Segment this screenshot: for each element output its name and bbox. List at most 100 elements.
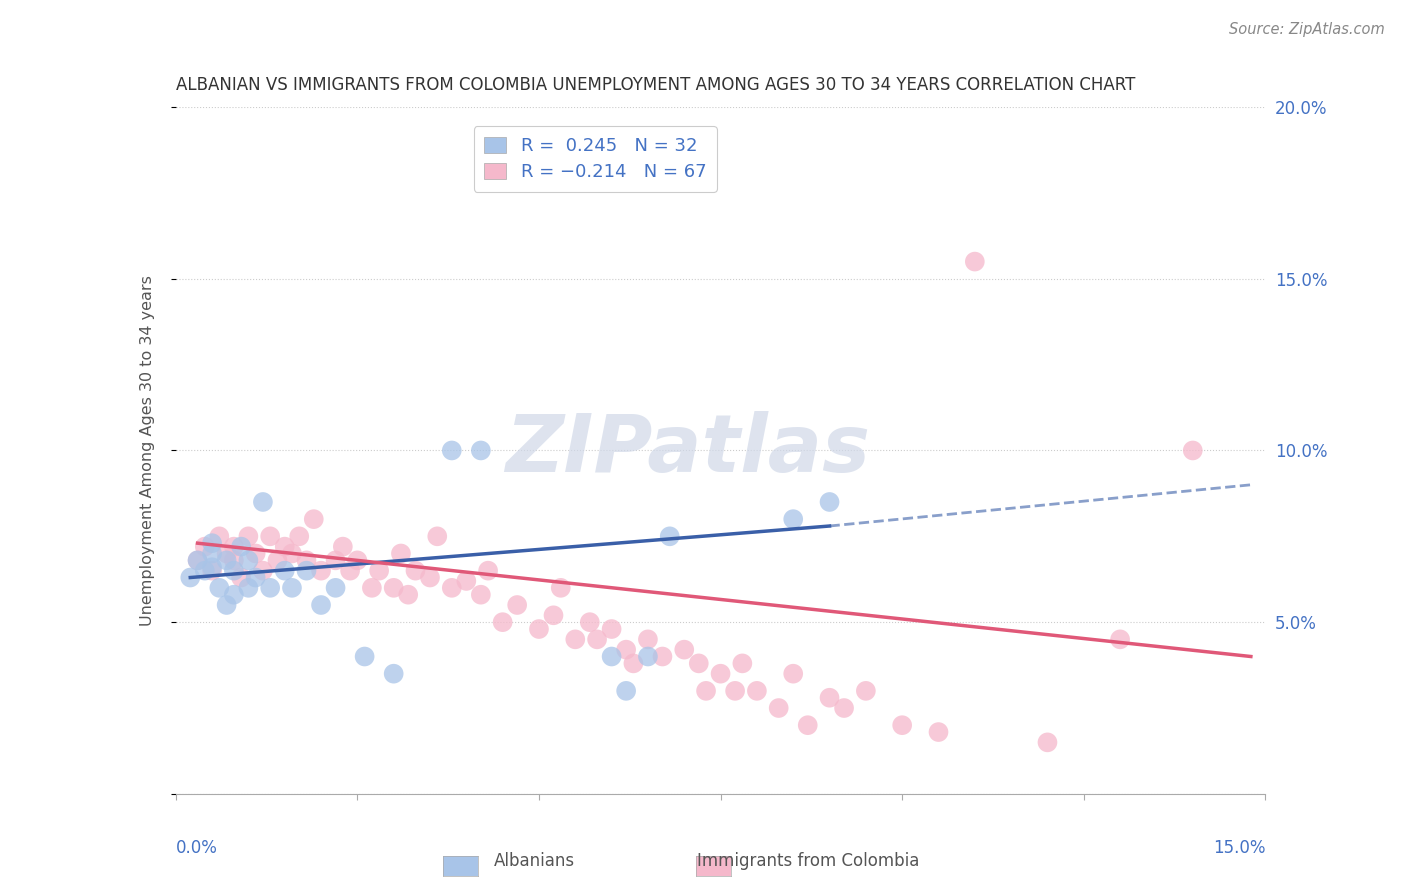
Point [179, 570, 201, 584]
Point [1036, 735, 1059, 749]
Point [332, 540, 354, 554]
Legend: R =  0.245   N = 32, R = −0.214   N = 67: R = 0.245 N = 32, R = −0.214 N = 67 [474, 127, 717, 192]
Point [768, 701, 790, 715]
Point [621, 657, 644, 671]
Point [731, 657, 754, 671]
Point [579, 615, 602, 630]
Point [745, 683, 768, 698]
Point [339, 564, 361, 578]
Point [506, 598, 529, 612]
Point [550, 581, 572, 595]
Point [222, 564, 245, 578]
Point [325, 581, 347, 595]
Point [543, 608, 565, 623]
Point [477, 564, 499, 578]
Point [818, 495, 841, 509]
Point [346, 553, 368, 567]
Text: ALBANIAN VS IMMIGRANTS FROM COLOMBIA UNEMPLOYMENT AMONG AGES 30 TO 34 YEARS CORR: ALBANIAN VS IMMIGRANTS FROM COLOMBIA UNE… [176, 77, 1135, 95]
Y-axis label: Unemployment Among Ages 30 to 34 years: Unemployment Among Ages 30 to 34 years [141, 275, 155, 626]
Text: Source: ZipAtlas.com: Source: ZipAtlas.com [1229, 22, 1385, 37]
Point [245, 570, 267, 584]
Point [231, 540, 253, 554]
Point [222, 588, 245, 602]
Point [1181, 443, 1204, 458]
Point [186, 553, 209, 567]
Point [273, 540, 295, 554]
Text: Immigrants from Colombia: Immigrants from Colombia [697, 852, 920, 870]
Point [382, 581, 405, 595]
Point [302, 512, 325, 526]
Point [215, 553, 238, 567]
Point [266, 553, 288, 567]
Point [695, 683, 717, 698]
Point [281, 581, 304, 595]
Point [782, 512, 804, 526]
Point [651, 649, 673, 664]
Point [222, 540, 245, 554]
Point [405, 564, 427, 578]
Point [614, 683, 637, 698]
Point [325, 553, 347, 567]
Point [963, 254, 986, 268]
Point [527, 622, 550, 636]
Point [637, 649, 659, 664]
Point [389, 546, 412, 561]
Point [201, 546, 224, 561]
Point [1109, 632, 1132, 647]
Point [238, 529, 260, 543]
Point [426, 529, 449, 543]
Point [238, 581, 260, 595]
Point [419, 570, 441, 584]
Point [231, 570, 253, 584]
Point [281, 546, 304, 561]
Point [245, 546, 267, 561]
Point [208, 581, 231, 595]
Text: 15.0%: 15.0% [1213, 838, 1265, 856]
Point [259, 581, 281, 595]
Point [600, 622, 623, 636]
Point [208, 529, 231, 543]
Point [832, 701, 855, 715]
Text: ZIPatlas: ZIPatlas [505, 411, 870, 490]
Point [273, 564, 295, 578]
Point [215, 546, 238, 561]
Point [238, 553, 260, 567]
Point [724, 683, 747, 698]
Point [194, 564, 217, 578]
Text: Albanians: Albanians [494, 852, 575, 870]
Point [614, 642, 637, 657]
Point [470, 443, 492, 458]
Point [600, 649, 623, 664]
Point [658, 529, 681, 543]
Point [353, 649, 375, 664]
Point [564, 632, 586, 647]
Point [360, 581, 382, 595]
Point [637, 632, 659, 647]
Point [201, 560, 224, 574]
Point [201, 536, 224, 550]
Point [492, 615, 515, 630]
Point [186, 553, 209, 567]
Point [470, 588, 492, 602]
Point [194, 540, 217, 554]
Point [673, 642, 696, 657]
Point [440, 443, 463, 458]
Point [252, 564, 274, 578]
Point [456, 574, 478, 588]
Point [796, 718, 818, 732]
Text: 0.0%: 0.0% [176, 838, 218, 856]
Point [252, 495, 274, 509]
Point [855, 683, 877, 698]
Point [891, 718, 914, 732]
Point [396, 588, 419, 602]
Point [309, 564, 332, 578]
Point [201, 564, 224, 578]
Point [782, 666, 804, 681]
Point [295, 564, 318, 578]
Point [309, 598, 332, 612]
Point [928, 725, 950, 739]
Point [688, 657, 710, 671]
Point [586, 632, 609, 647]
Point [368, 564, 391, 578]
Point [382, 666, 405, 681]
